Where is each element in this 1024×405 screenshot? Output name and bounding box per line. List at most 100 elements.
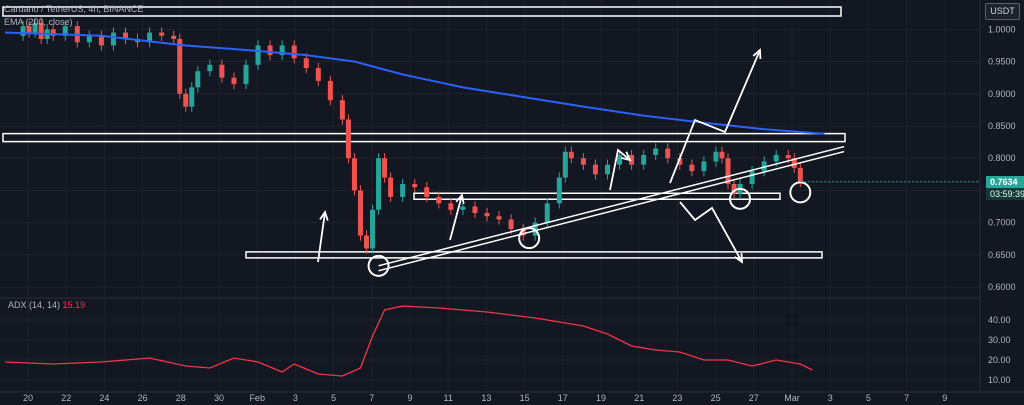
candle-body — [189, 87, 195, 107]
support-zone-box — [245, 251, 823, 259]
adx-legend[interactable]: ADX (14, 14) 15.19 — [8, 300, 85, 310]
touch-point-circle — [518, 227, 541, 250]
candle-body — [605, 164, 610, 175]
candle-body — [171, 35, 177, 39]
candle-body — [345, 119, 351, 159]
touch-point-circle — [729, 187, 752, 210]
candle-body — [291, 45, 297, 59]
candle-body — [370, 209, 376, 249]
time-tick-label: 9 — [942, 393, 947, 403]
candle-body — [791, 158, 797, 168]
time-tick-label: 21 — [634, 393, 644, 403]
time-tick-label: Feb — [249, 393, 265, 403]
candle-body — [147, 32, 153, 43]
candle-body — [436, 196, 442, 204]
bounce-arrow-2 — [449, 194, 463, 241]
candle-body — [472, 206, 478, 213]
bounce-arrow-1-head — [319, 209, 329, 221]
candle-body — [677, 158, 683, 165]
candle-body — [219, 64, 225, 78]
candle-body — [279, 45, 285, 56]
last-price-label: 0.7634 03:59:39 — [986, 176, 1024, 200]
bar-countdown: 03:59:39 — [990, 189, 1024, 199]
top-zone-box — [2, 6, 842, 17]
candle-body — [773, 155, 779, 162]
symbol-legend[interactable]: Cardano / TetherUS, 4h, BINANCE — [4, 4, 144, 14]
resistance-zone-box — [2, 132, 846, 143]
candle-body — [26, 26, 32, 33]
last-price-value: 0.7634 — [986, 176, 1024, 188]
candle-body — [267, 45, 273, 56]
time-tick-label: 24 — [99, 393, 109, 403]
bearish-scenario-arrow — [679, 201, 743, 263]
adx-tick-label: 40.00 — [988, 315, 1011, 325]
time-tick-label: 11 — [444, 393, 453, 403]
price-tick-label: 0.8500 — [988, 121, 1016, 131]
candle-body — [159, 32, 165, 36]
ema-legend[interactable]: EMA (200, close) — [4, 17, 73, 27]
adx-value: 15.19 — [62, 300, 86, 310]
time-tick-label: 25 — [711, 393, 721, 403]
candle-body — [562, 151, 568, 178]
time-tick-label: 17 — [558, 393, 568, 403]
time-tick-label: 7 — [369, 393, 374, 403]
candle-body — [50, 29, 56, 36]
candle-body — [243, 64, 249, 85]
time-tick-label: Mar — [784, 393, 800, 403]
candle-body — [749, 171, 755, 184]
candle-body — [183, 93, 189, 107]
price-tick-label: 0.8000 — [988, 153, 1016, 163]
adx-tick-label: 10.00 — [988, 375, 1011, 385]
candle-body — [653, 148, 659, 155]
candle-body — [32, 22, 38, 33]
touch-point-circle — [789, 181, 812, 204]
candle-body — [797, 167, 803, 183]
candle-body — [110, 32, 116, 46]
candle-body — [731, 184, 737, 194]
time-tick-label: 9 — [407, 393, 412, 403]
candle-body — [520, 229, 526, 236]
candle-body — [592, 164, 598, 175]
candle-body — [315, 68, 321, 81]
candle-body — [98, 35, 104, 46]
candle-body — [508, 219, 514, 230]
time-tick-label: 19 — [596, 393, 606, 403]
time-tick-label: 22 — [61, 393, 71, 403]
candle-body — [701, 161, 707, 172]
currency-button[interactable]: USDT — [985, 3, 1020, 20]
bounce-arrow-2-head — [455, 193, 465, 205]
candle-body — [460, 206, 466, 210]
time-tick-label: 7 — [904, 393, 909, 403]
candle-body — [689, 164, 695, 172]
candle-body — [665, 148, 671, 159]
bullish-scenario-arrow — [669, 49, 761, 184]
adx-label: ADX (14, 14) — [8, 300, 61, 310]
price-tick-label: 0.6000 — [988, 282, 1016, 292]
candle-body — [20, 26, 26, 36]
candle-body — [255, 45, 261, 65]
candle-body — [580, 158, 586, 165]
bounce-arrow-1 — [317, 211, 326, 263]
time-tick-label: 5 — [866, 393, 871, 403]
bounce-arrow-3-head — [621, 151, 632, 162]
price-tick-label: 1.0000 — [988, 24, 1016, 34]
candle-body — [303, 58, 309, 68]
time-tick-label: 3 — [293, 393, 298, 403]
candle-body — [357, 190, 363, 236]
time-tick-label: 13 — [481, 393, 491, 403]
candle-body — [231, 77, 237, 85]
price-tick-label: 0.6500 — [988, 250, 1016, 260]
bearish-scenario-arrow-head — [734, 252, 744, 264]
candle-body — [400, 184, 406, 197]
candle-body — [641, 155, 647, 165]
time-tick-label: 30 — [214, 393, 224, 403]
time-tick-label: 27 — [749, 393, 759, 403]
touch-point-circle — [367, 254, 390, 277]
adx-line — [4, 305, 813, 377]
candle-body — [38, 22, 44, 39]
candle-body — [556, 177, 562, 204]
breakout-level-box — [413, 192, 781, 200]
